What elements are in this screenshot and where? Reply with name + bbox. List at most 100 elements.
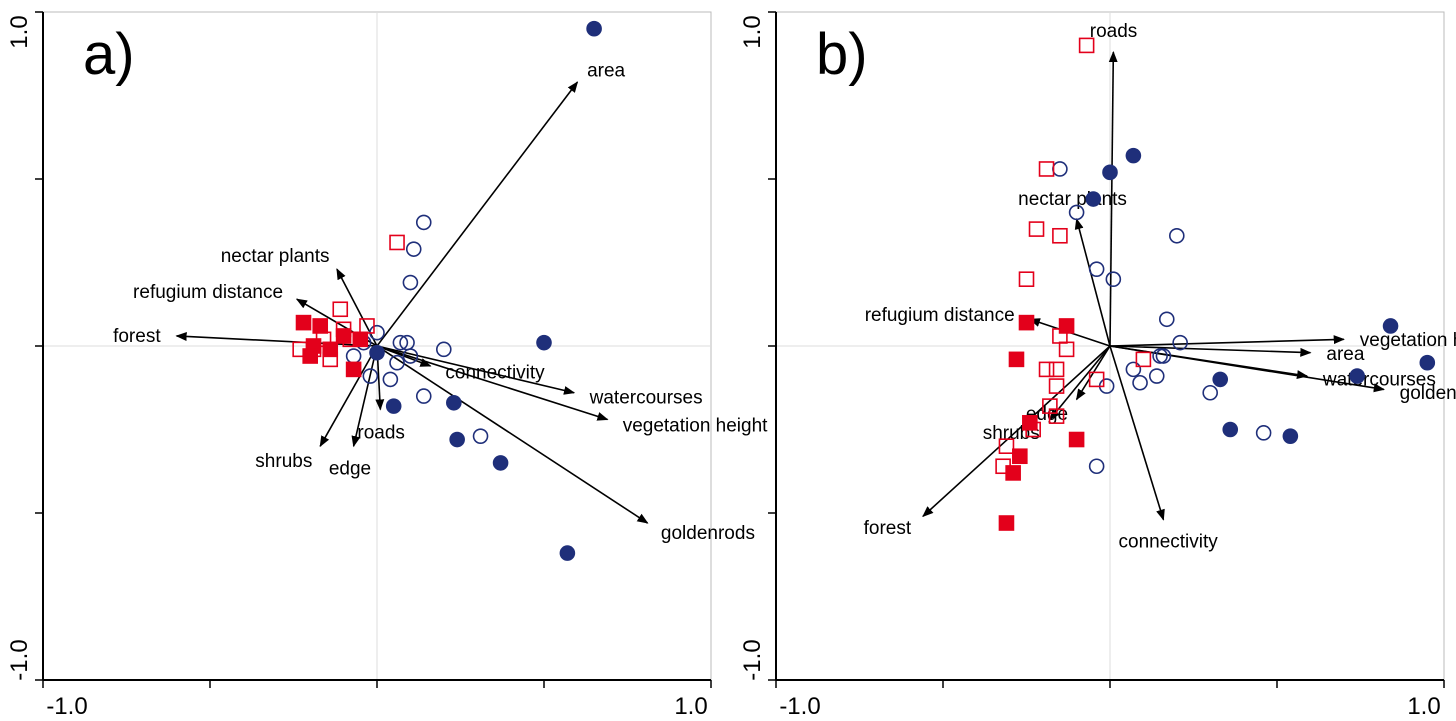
point [1382, 318, 1399, 334]
point [369, 344, 385, 361]
panel-label: a) [83, 22, 135, 87]
y-tick-label: 1.0 [6, 15, 33, 48]
y-tick-label: -1.0 [6, 639, 33, 680]
x-tick-label: -1.0 [46, 693, 87, 720]
vector-label: nectar plants [1018, 189, 1127, 210]
vector-arrow [376, 345, 576, 395]
x-tick-label: 1.0 [1407, 693, 1440, 720]
point [1048, 378, 1065, 394]
point [345, 361, 362, 378]
point [1008, 351, 1025, 368]
vector-arrow [922, 345, 1111, 518]
point [1349, 368, 1365, 384]
point [312, 318, 329, 334]
vector-arrow [1049, 345, 1111, 421]
point [1028, 221, 1045, 237]
point [998, 438, 1015, 455]
point [402, 274, 419, 291]
point [998, 515, 1015, 531]
vector-arrow [376, 81, 579, 347]
point [402, 348, 419, 364]
vector-label: goldenrods [661, 523, 755, 544]
point [492, 455, 509, 471]
vector-label: edge [329, 459, 371, 480]
point [389, 234, 405, 251]
vector-arrow [376, 345, 649, 524]
point [1018, 314, 1035, 331]
vector-label: watercourses [589, 387, 703, 408]
point [1038, 161, 1055, 177]
point [1085, 191, 1102, 207]
point [1078, 37, 1095, 54]
vector-arrow [351, 345, 378, 448]
vector-label: shrubs [255, 451, 312, 472]
point [1255, 425, 1272, 441]
point [1022, 415, 1038, 431]
point [536, 334, 552, 351]
vector-label: goldenrods [1400, 383, 1456, 404]
point [449, 431, 465, 448]
point [586, 20, 602, 37]
point [322, 341, 339, 358]
point [385, 398, 402, 414]
point [1105, 271, 1122, 288]
point [1132, 374, 1148, 391]
vector-label: refugium distance [133, 282, 283, 303]
vector-label: forest [113, 326, 161, 347]
x-tick-label: -1.0 [779, 693, 820, 720]
point [415, 214, 432, 231]
point [382, 371, 399, 388]
point [1058, 318, 1075, 334]
point [1222, 421, 1239, 438]
point [1152, 348, 1168, 364]
vector-label: roads [1090, 21, 1138, 42]
y-tick-label: -1.0 [739, 639, 766, 680]
point [1088, 371, 1105, 388]
point [389, 354, 405, 371]
vector-label: roads [357, 422, 405, 443]
point [332, 301, 349, 318]
vector-arrow [319, 345, 378, 448]
vector-label: refugium distance [865, 305, 1015, 326]
point [415, 388, 432, 404]
point [352, 331, 369, 348]
point [335, 328, 352, 344]
panel-label: b) [816, 22, 868, 87]
point [1148, 368, 1165, 384]
point [1005, 465, 1021, 481]
y-tick-label: 1.0 [739, 15, 766, 48]
point [1068, 431, 1085, 448]
point [1048, 361, 1065, 378]
vector-arrow [1109, 345, 1165, 521]
point [1088, 458, 1105, 475]
vector-label: forest [864, 518, 912, 539]
point [362, 368, 379, 384]
vector-arrow [1109, 345, 1312, 357]
point [435, 341, 452, 358]
point [1158, 311, 1175, 328]
vector-arrow [1108, 50, 1118, 347]
point [1212, 371, 1229, 388]
point [1038, 361, 1055, 378]
point [405, 241, 422, 257]
point [1068, 204, 1085, 221]
point [1125, 147, 1142, 164]
point [1058, 341, 1075, 358]
point [1172, 334, 1188, 351]
point [1088, 261, 1105, 277]
x-tick-label: 1.0 [674, 693, 707, 720]
point [1135, 351, 1152, 368]
point [1282, 428, 1299, 444]
vector-label: vegetation height [1360, 330, 1456, 351]
point [302, 348, 319, 364]
point [392, 334, 409, 351]
vector-label: nectar plants [221, 246, 330, 267]
vector-label: area [1326, 344, 1364, 365]
point [1048, 408, 1065, 424]
point [1125, 361, 1142, 378]
point [1202, 384, 1218, 401]
point [1419, 354, 1436, 371]
vector-arrow [376, 345, 609, 421]
